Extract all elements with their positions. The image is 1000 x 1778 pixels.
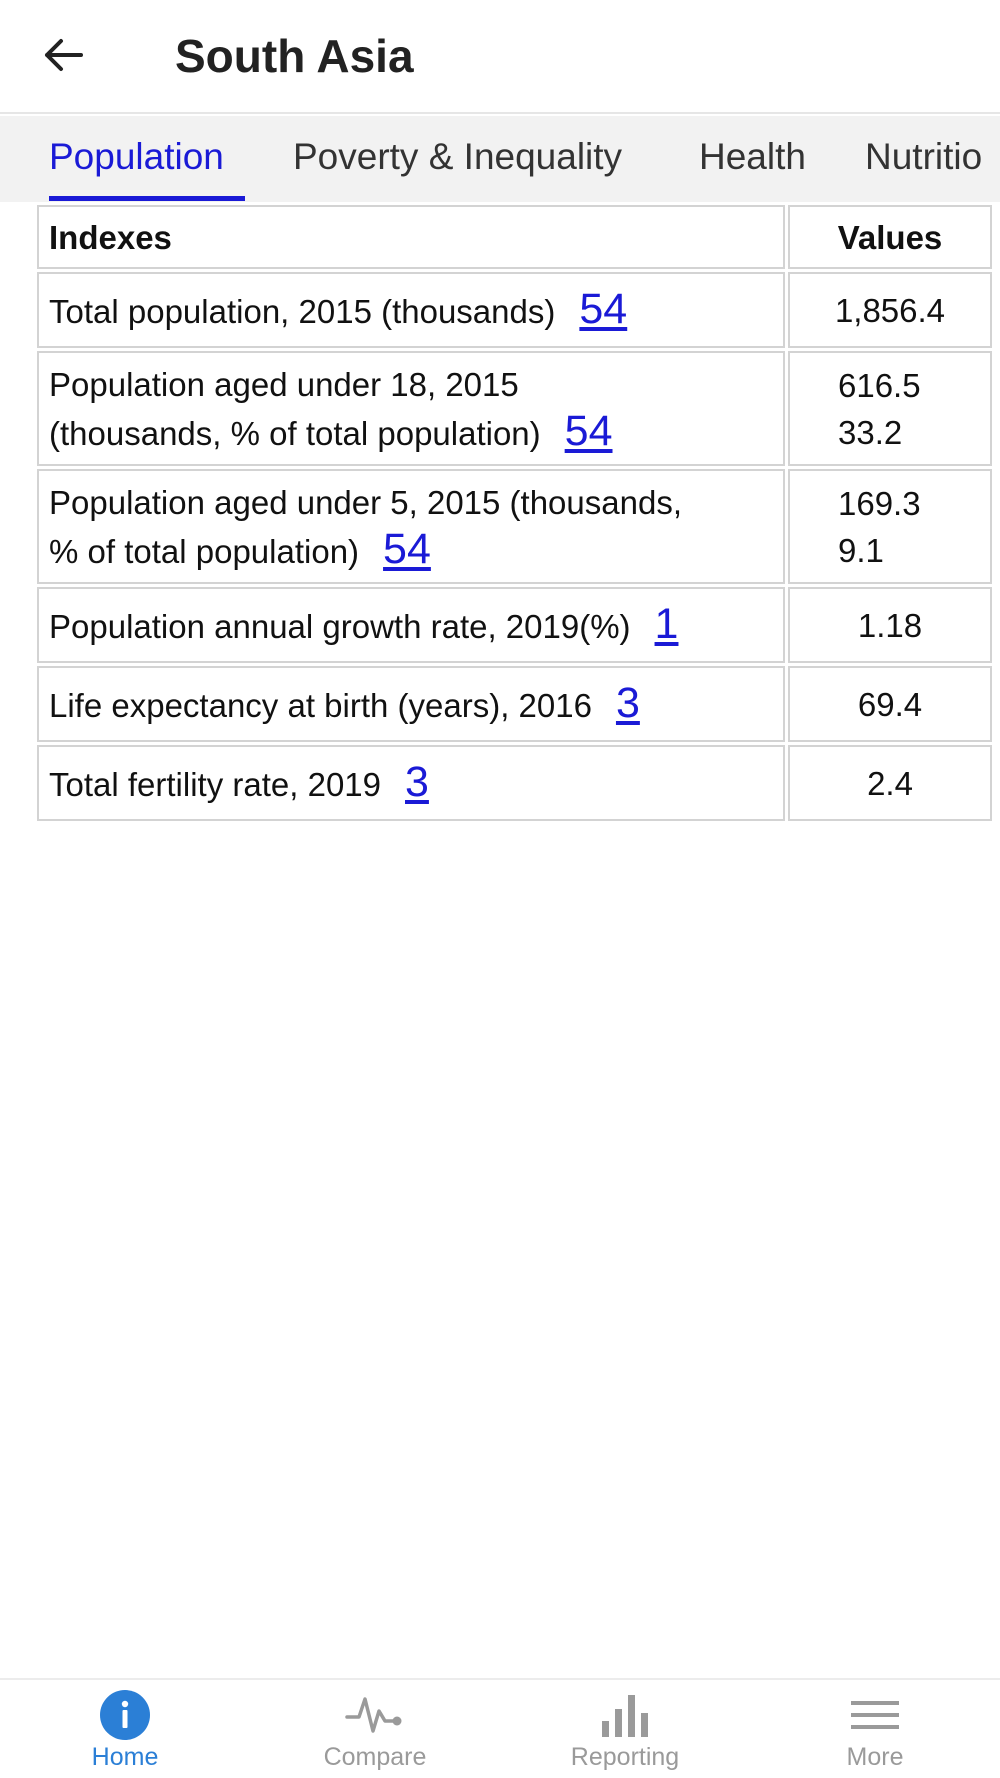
column-header-indexes: Indexes xyxy=(37,205,785,269)
info-icon xyxy=(100,1690,150,1740)
tab-nutrition[interactable]: Nutritio xyxy=(865,136,983,177)
index-label: Total fertility rate, 2019 xyxy=(49,765,381,803)
value-cell: 1.18 xyxy=(788,587,992,663)
index-cell: Total population, 2015 (thousands) 54 xyxy=(37,272,785,348)
nav-more[interactable]: More xyxy=(750,1680,1000,1778)
index-label: Population aged under 18, 2015 xyxy=(49,365,519,403)
pulse-icon xyxy=(345,1697,402,1733)
index-cell: Total fertility rate, 2019 3 xyxy=(37,745,785,821)
table-row: Population aged under 18, 2015 (thousand… xyxy=(37,351,992,466)
nav-label: Reporting xyxy=(570,1743,680,1771)
table-row: Total fertility rate, 2019 3 2.4 xyxy=(37,745,992,821)
index-label: Total population, 2015 (thousands) xyxy=(49,292,556,330)
nav-home[interactable]: Home xyxy=(0,1680,250,1778)
table-row: Population aged under 5, 2015 (thousands… xyxy=(37,469,992,584)
value-text: 1,856.4 xyxy=(834,291,946,329)
bottom-navigation: Home Compare Reporting xyxy=(0,1678,1000,1778)
index-label: Life expectancy at birth (years), 2016 xyxy=(49,686,592,724)
nav-label: Home xyxy=(91,1743,159,1771)
value-cell: 616.5 33.2 xyxy=(788,351,992,466)
value-cell: 1,856.4 xyxy=(788,272,992,348)
index-label-continued: (thousands, % of total population) xyxy=(49,414,541,452)
tab-health[interactable]: Health xyxy=(699,136,806,177)
index-cell: Population aged under 5, 2015 (thousands… xyxy=(37,469,785,584)
indexes-table: Indexes Values Total population, 2015 (t… xyxy=(34,202,995,824)
bar-chart-icon xyxy=(602,1695,648,1737)
arrow-left-icon xyxy=(45,39,83,71)
reference-link[interactable]: 54 xyxy=(383,524,431,573)
value-cell: 2.4 xyxy=(788,745,992,821)
category-tabs: Population Poverty & Inequality Health N… xyxy=(0,116,1000,202)
index-label-continued: % of total population) xyxy=(49,532,360,570)
reference-link[interactable]: 54 xyxy=(564,406,613,455)
reference-link[interactable]: 3 xyxy=(615,678,640,727)
column-header-values: Values xyxy=(788,205,992,269)
nav-compare[interactable]: Compare xyxy=(250,1680,500,1778)
value-text: 2.4 xyxy=(867,764,913,802)
table-row: Population annual growth rate, 2019(%) 1 … xyxy=(37,587,992,663)
value-cell: 69.4 xyxy=(788,666,992,742)
active-tab-indicator xyxy=(49,196,245,201)
tab-population[interactable]: Population xyxy=(49,136,224,177)
reference-link[interactable]: 1 xyxy=(654,599,679,648)
index-label: Population annual growth rate, 2019(%) xyxy=(49,607,631,645)
table-row: Total population, 2015 (thousands) 54 1,8… xyxy=(37,272,992,348)
value-text: 616.5 xyxy=(838,366,921,404)
value-cell: 169.3 9.1 xyxy=(788,469,992,584)
indexes-table-container: Indexes Values Total population, 2015 (t… xyxy=(34,202,995,824)
reference-link[interactable]: 3 xyxy=(405,757,429,806)
value-percent-text: 33.2 xyxy=(838,413,903,451)
reference-link[interactable]: 54 xyxy=(579,284,628,333)
menu-icon xyxy=(851,1701,899,1729)
index-cell: Population aged under 18, 2015 (thousand… xyxy=(37,351,785,466)
nav-reporting[interactable]: Reporting xyxy=(500,1680,750,1778)
index-label: Population aged under 5, 2015 (thousands… xyxy=(49,483,682,521)
index-cell: Life expectancy at birth (years), 2016 3 xyxy=(37,666,785,742)
value-text: 69.4 xyxy=(857,685,923,723)
nav-label: More xyxy=(846,1743,904,1771)
tab-poverty-inequality[interactable]: Poverty & Inequality xyxy=(293,136,623,177)
table-row: Life expectancy at birth (years), 2016 3 … xyxy=(37,666,992,742)
page-title: South Asia xyxy=(175,30,414,82)
value-text: 1.18 xyxy=(857,606,923,644)
back-button[interactable] xyxy=(30,22,96,88)
app-header: South Asia xyxy=(0,0,1000,114)
value-percent-text: 9.1 xyxy=(838,531,884,569)
value-text: 169.3 xyxy=(838,484,921,522)
table-header-row: Indexes Values xyxy=(37,205,992,269)
index-cell: Population annual growth rate, 2019(%) 1 xyxy=(37,587,785,663)
nav-label: Compare xyxy=(323,1743,427,1771)
